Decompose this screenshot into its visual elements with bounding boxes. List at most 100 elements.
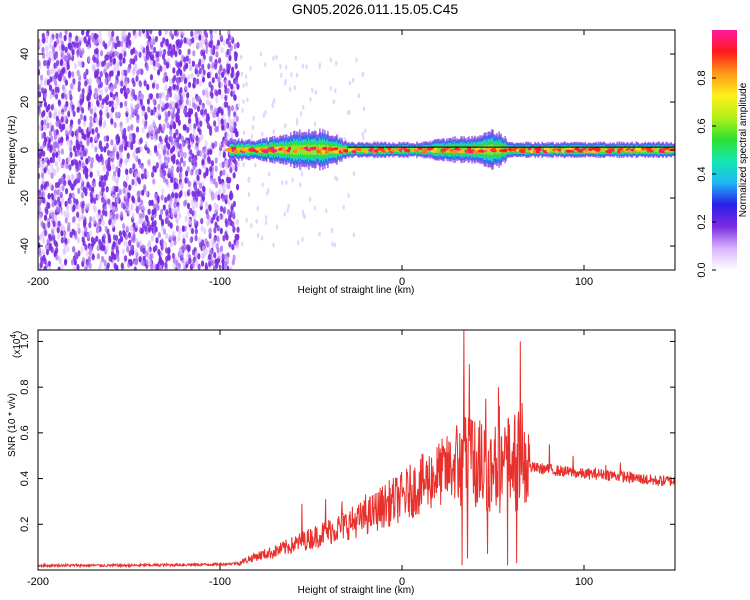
noise-dot [60,148,64,155]
noise-dot [246,97,249,103]
noise-dot [118,54,122,61]
noise-dot [76,173,80,180]
noise-dot [43,265,47,270]
noise-dot [157,69,161,76]
noise-dot [38,69,41,76]
noise-dot [199,30,203,35]
noise-dot [234,106,238,113]
noise-dot [318,231,321,237]
noise-dot [57,220,61,227]
noise-dot [347,110,350,116]
noise-dot [329,57,333,63]
noise-dot [71,49,75,56]
noise-dot [125,116,130,124]
noise-dot [157,127,161,134]
noise-dot [189,149,193,156]
noise-dot [162,204,166,211]
noise-dot [362,71,365,77]
noise-dot [146,132,150,139]
noise-dot [193,198,197,206]
noise-dot [119,101,123,109]
noise-dot [334,88,337,94]
noise-dot [164,103,168,110]
noise-dot [82,149,87,157]
noise-dot [60,196,65,204]
noise-dot [157,142,161,150]
noise-dot [151,82,156,89]
noise-dot [54,215,58,222]
noise-dot [187,111,191,118]
noise-dot [125,140,129,148]
noise-dot [60,116,64,123]
noise-dot [60,136,64,144]
noise-dot [66,204,70,212]
noise-dot [96,170,100,177]
noise-dot [115,176,120,184]
noise-dot [154,35,159,43]
noise-dot [57,133,61,141]
noise-dot [313,121,317,127]
noise-dot [162,176,167,183]
noise-dot [111,30,115,37]
noise-dot [227,116,232,123]
noise-dot [45,248,50,256]
noise-dot [227,199,231,207]
noise-dot [165,159,169,167]
noise-dot [187,48,191,55]
noise-dot [188,257,192,265]
noise-dot [190,227,195,235]
noise-dot [89,171,93,178]
noise-dot [194,234,198,242]
noise-dot [77,71,81,78]
noise-dot [111,259,115,266]
noise-dot [217,76,221,83]
noise-dot [176,142,180,149]
noise-dot [166,149,170,156]
noise-dot [63,115,67,122]
noise-dot [135,147,139,154]
noise-dot [172,67,176,74]
noise-dot [210,84,214,92]
noise-dot [224,194,229,201]
noise-dot [103,264,107,270]
noise-dot [272,129,275,135]
noise-dot [192,163,196,171]
noise-dot [38,143,41,150]
noise-dot [188,218,192,226]
noise-dot [138,218,142,225]
noise-dot [184,199,188,206]
noise-dot [60,69,64,76]
noise-dot [137,171,141,178]
noise-dot [96,78,100,85]
noise-dot [64,258,68,265]
noise-dot [77,85,81,93]
noise-dot [57,109,62,116]
noise-dot [197,237,202,244]
noise-dot [119,125,123,133]
noise-dot [135,126,140,133]
noise-dot [191,60,196,67]
noise-dot [214,181,219,189]
noise-dot [125,168,129,176]
noise-dot [83,71,87,79]
noise-dot [91,128,95,135]
noise-dot [242,98,245,104]
noise-dot [221,71,225,78]
noise-dot [99,260,103,267]
noise-dot [75,133,79,141]
noise-dot [67,72,72,79]
noise-dot [223,205,227,213]
noise-dot [102,197,106,205]
noise-dot [84,188,88,195]
noise-dot [72,41,77,48]
noise-dot [71,246,76,253]
noise-dot [279,63,282,69]
noise-dot [41,178,45,186]
noise-dot [47,103,51,111]
noise-dot [93,206,97,213]
noise-dot [221,124,225,131]
noise-dot [204,148,208,155]
noise-dot [209,177,214,185]
noise-dot [103,135,107,142]
noise-dot [77,163,82,171]
